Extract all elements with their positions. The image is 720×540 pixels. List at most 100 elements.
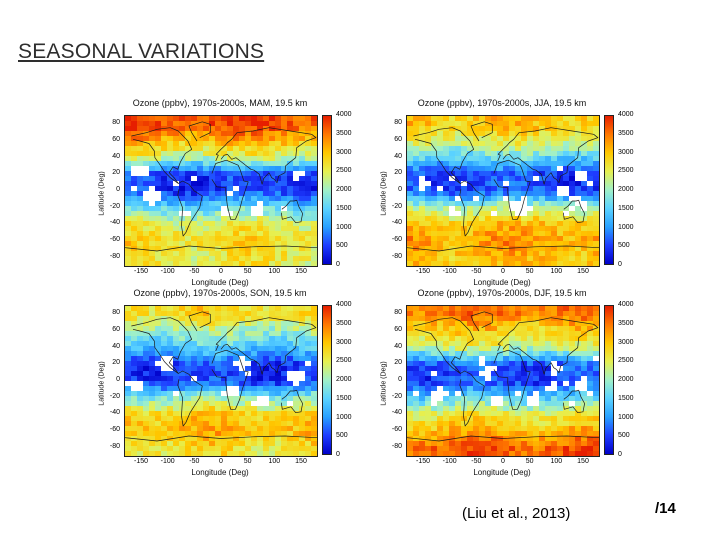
lat-tick: 0: [116, 186, 120, 193]
heatmap-cell: [455, 201, 462, 207]
heatmap-cell: [245, 216, 252, 222]
heatmap-cell: [293, 236, 300, 242]
heatmap-cell: [131, 261, 138, 266]
heatmap-cell: [143, 151, 150, 157]
lon-tick: 50: [525, 458, 534, 465]
heatmap-cell: [275, 391, 282, 397]
heatmap-cell: [533, 326, 540, 332]
heatmap-cell: [539, 446, 546, 452]
heatmap-cell: [467, 176, 474, 182]
heatmap-cell: [479, 431, 486, 437]
heatmap-cell: [263, 121, 270, 127]
heatmap-cell: [449, 396, 456, 402]
colorbar-tick: 1000: [618, 223, 634, 231]
heatmap-cell: [467, 261, 474, 266]
heatmap-cell: [269, 431, 276, 437]
heatmap-cell: [569, 126, 576, 132]
heatmap-cell: [479, 116, 486, 122]
heatmap-cell: [545, 376, 552, 382]
heatmap-cell: [227, 396, 234, 402]
heatmap-cell: [251, 356, 258, 362]
heatmap-cell: [161, 171, 168, 177]
heatmap-cell: [581, 416, 588, 422]
heatmap-cell: [203, 201, 210, 207]
heatmap-cell: [551, 371, 558, 377]
heatmap-cell: [533, 431, 540, 437]
heatmap-cell: [473, 411, 480, 417]
heatmap-cell: [173, 316, 180, 322]
lat-tick: 40: [394, 152, 402, 160]
heatmap-cell: [215, 236, 222, 242]
heatmap-cell: [503, 186, 510, 192]
heatmap-cell: [161, 326, 168, 332]
heatmap-cell: [239, 216, 246, 222]
heatmap-cell: [569, 366, 576, 372]
heatmap-cell: [155, 311, 162, 317]
colorbar-tick: 3000: [618, 148, 634, 156]
lon-tick: -50: [189, 268, 200, 275]
heatmap-cell: [413, 151, 420, 157]
heatmap-cell: [521, 381, 528, 387]
heatmap-cell: [455, 221, 462, 227]
heatmap-cell: [563, 356, 570, 362]
heatmap-cell: [257, 136, 264, 142]
heatmap-cell: [167, 451, 174, 456]
heatmap-cell: [131, 451, 138, 456]
heatmap-cell: [455, 311, 462, 317]
heatmap-cell: [209, 236, 216, 242]
heatmap-cell: [209, 366, 216, 372]
heatmap-cell: [449, 221, 456, 227]
heatmap-cell: [413, 176, 420, 182]
heatmap-cell: [125, 146, 132, 152]
heatmap-cell: [545, 251, 552, 257]
heatmap-cell: [299, 196, 306, 202]
heatmap-cell: [533, 136, 540, 142]
heatmap-cell: [509, 316, 516, 322]
heatmap-cell: [593, 341, 599, 347]
heatmap-cell: [437, 191, 444, 197]
heatmap-cell: [539, 401, 546, 407]
heatmap-cell: [161, 236, 168, 242]
heatmap-cell: [563, 351, 570, 357]
heatmap-cell: [545, 371, 552, 377]
heatmap-cell: [431, 236, 438, 242]
heatmap-cell: [575, 331, 582, 337]
heatmap-cell: [497, 321, 504, 327]
heatmap-cell: [503, 196, 510, 202]
heatmap-cell: [503, 201, 510, 207]
lon-tick: 0: [219, 458, 223, 465]
heatmap-cell: [287, 201, 294, 207]
heatmap-cell: [503, 451, 510, 456]
heatmap-cell: [413, 336, 420, 342]
heatmap-cell: [473, 376, 480, 382]
heatmap-cell: [233, 426, 240, 432]
heatmap-cell: [257, 236, 264, 242]
heatmap-cell: [551, 366, 558, 372]
heatmap-cell: [593, 116, 599, 122]
heatmap-cell: [473, 136, 480, 142]
heatmap-cell: [161, 446, 168, 452]
heatmap-cell: [533, 311, 540, 317]
heatmap-cell: [215, 116, 222, 122]
heatmap-cell: [233, 236, 240, 242]
heatmap-cell: [203, 226, 210, 232]
heatmap-cell: [479, 131, 486, 137]
heatmap-cell: [179, 126, 186, 132]
heatmap-cell: [269, 436, 276, 442]
heatmap-cell: [557, 361, 564, 367]
heatmap-cell: [209, 221, 216, 227]
heatmap-cell: [587, 176, 594, 182]
heatmap-cell: [587, 151, 594, 157]
heatmap-cell: [593, 206, 599, 212]
heatmap-cell: [521, 171, 528, 177]
heatmap-cell: [521, 146, 528, 152]
heatmap-cell: [581, 166, 588, 172]
heatmap-cell: [443, 321, 450, 327]
heatmap-cell: [233, 396, 240, 402]
heatmap-cell: [227, 411, 234, 417]
heatmap-cell: [197, 206, 204, 212]
heatmap-cell: [545, 326, 552, 332]
heatmap-cell: [497, 381, 504, 387]
heatmap-cell: [233, 146, 240, 152]
heatmap-cell: [407, 371, 414, 377]
